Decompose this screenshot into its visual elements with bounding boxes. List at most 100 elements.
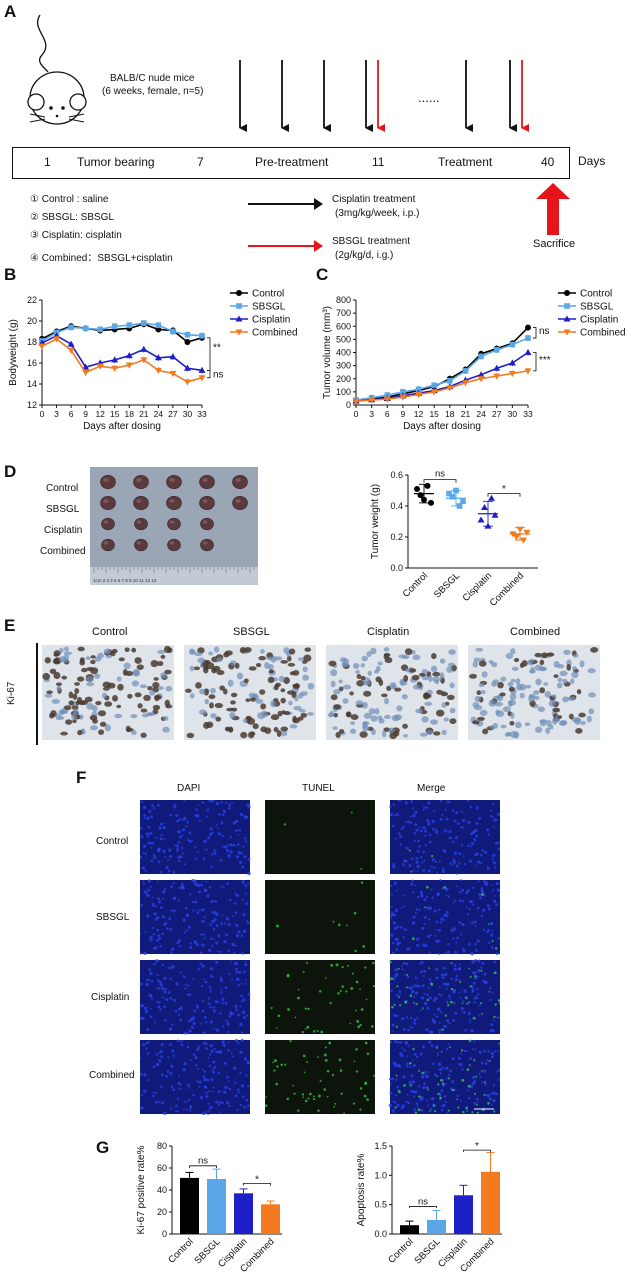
dapi-nucleus — [497, 812, 500, 816]
cell-nucleus — [95, 701, 102, 706]
tumor-sample — [200, 517, 214, 531]
dapi-nucleus — [421, 996, 425, 1000]
cell-nucleus — [478, 682, 485, 688]
dapi-nucleus — [492, 826, 495, 829]
dapi-nucleus — [409, 1065, 412, 1068]
dapi-nucleus — [473, 839, 477, 842]
cell-nucleus — [211, 667, 217, 674]
dapi-nucleus — [140, 826, 143, 830]
dapi-nucleus — [235, 1008, 238, 1012]
data-point — [478, 353, 484, 360]
data-point — [524, 349, 532, 355]
dapi-nucleus — [195, 808, 198, 812]
cell-nucleus — [538, 666, 546, 672]
dapi-nucleus — [143, 951, 147, 955]
cell-nucleus — [384, 697, 389, 705]
ki67-col-control: Control — [92, 626, 128, 638]
dapi-nucleus — [443, 1095, 447, 1098]
dapi-nucleus — [427, 869, 431, 873]
cell-nucleus — [539, 659, 545, 666]
cell-nucleus — [90, 659, 96, 665]
tunel-positive-cell — [364, 1041, 368, 1045]
dapi-nucleus — [403, 865, 406, 867]
dapi-nucleus — [226, 848, 230, 853]
tunel-positive-cell — [334, 1102, 337, 1105]
cell-nucleus — [160, 672, 168, 679]
dapi-nucleus — [412, 814, 416, 818]
dapi-nucleus — [393, 1013, 397, 1018]
dapi-nucleus — [157, 934, 161, 937]
dapi-nucleus — [493, 1050, 497, 1053]
cell-nucleus — [195, 682, 202, 689]
dapi-nucleus — [217, 1072, 221, 1075]
dapi-nucleus — [476, 860, 481, 864]
dapi-nucleus — [456, 936, 459, 940]
dapi-nucleus — [160, 1055, 164, 1059]
data-point — [400, 389, 406, 395]
cell-nucleus — [152, 704, 161, 711]
dapi-nucleus — [484, 882, 488, 887]
dapi-nucleus — [441, 1084, 445, 1088]
cell-nucleus — [219, 685, 225, 691]
cell-nucleus — [60, 731, 68, 736]
data-point — [125, 352, 133, 359]
dapi-nucleus — [392, 865, 396, 869]
cell-nucleus — [104, 724, 111, 732]
tumor-highlight — [136, 520, 142, 524]
dapi-nucleus — [410, 1026, 414, 1029]
cell-nucleus — [528, 693, 536, 699]
dapi-nucleus — [228, 972, 231, 975]
dapi-nucleus — [213, 1066, 217, 1069]
dapi-nucleus — [221, 813, 225, 817]
cell-nucleus — [404, 648, 413, 656]
tumor-sample — [101, 538, 115, 552]
sig-label: ns — [213, 370, 224, 381]
dapi-nucleus — [222, 1043, 226, 1047]
dapi-nucleus — [445, 987, 448, 990]
dapi-nucleus — [203, 978, 206, 981]
cell-nucleus — [78, 714, 84, 720]
legend-marker — [236, 303, 242, 309]
dapi-nucleus — [406, 975, 410, 979]
dapi-nucleus — [420, 891, 423, 895]
dapi-nucleus — [473, 1000, 476, 1004]
dapi-nucleus — [421, 984, 425, 988]
cell-nucleus — [99, 721, 107, 727]
dapi-nucleus — [497, 1049, 499, 1052]
dapi-nucleus — [234, 1004, 238, 1008]
tunel-positive-cell — [265, 1096, 268, 1098]
tunel-positive-cell — [366, 1052, 370, 1056]
cell-nucleus — [197, 657, 206, 664]
dapi-nucleus — [187, 1019, 191, 1023]
dapi-nucleus — [476, 975, 479, 978]
tunel-positive-cell — [345, 990, 348, 993]
data-point — [126, 322, 133, 328]
dapi-nucleus — [160, 986, 165, 991]
dapi-nucleus — [456, 1094, 460, 1098]
cell-nucleus — [431, 652, 437, 660]
tumor-row-sbsgl: SBSGL — [46, 504, 80, 515]
tunel-positive-cell — [480, 1070, 483, 1072]
dapi-nucleus — [410, 800, 414, 803]
cell-nucleus — [216, 657, 223, 663]
cell-nucleus — [157, 686, 164, 691]
dapi-nucleus — [418, 1085, 421, 1088]
tunel-positive-cell — [287, 1008, 290, 1011]
dapi-nucleus — [223, 922, 227, 925]
tunel-positive-cell — [323, 1053, 327, 1057]
y-axis-label: Tumor volume (mm³) — [322, 306, 333, 399]
tunel-positive-cell — [448, 1077, 451, 1080]
tunel-positive-cell — [425, 885, 429, 889]
dapi-nucleus — [406, 1093, 409, 1096]
tunel-positive-cell — [343, 1112, 345, 1115]
dapi-nucleus — [445, 910, 449, 915]
dapi-nucleus — [479, 1032, 482, 1035]
dapi-nucleus — [208, 1090, 211, 1093]
group-1: ① Control : saline — [30, 194, 109, 205]
dapi-nucleus — [211, 1090, 214, 1093]
cell-nucleus — [356, 673, 362, 680]
dapi-nucleus — [223, 939, 227, 944]
dapi-nucleus — [457, 1056, 461, 1060]
y-tick-label: 12 — [27, 400, 37, 410]
data-point — [447, 377, 453, 384]
